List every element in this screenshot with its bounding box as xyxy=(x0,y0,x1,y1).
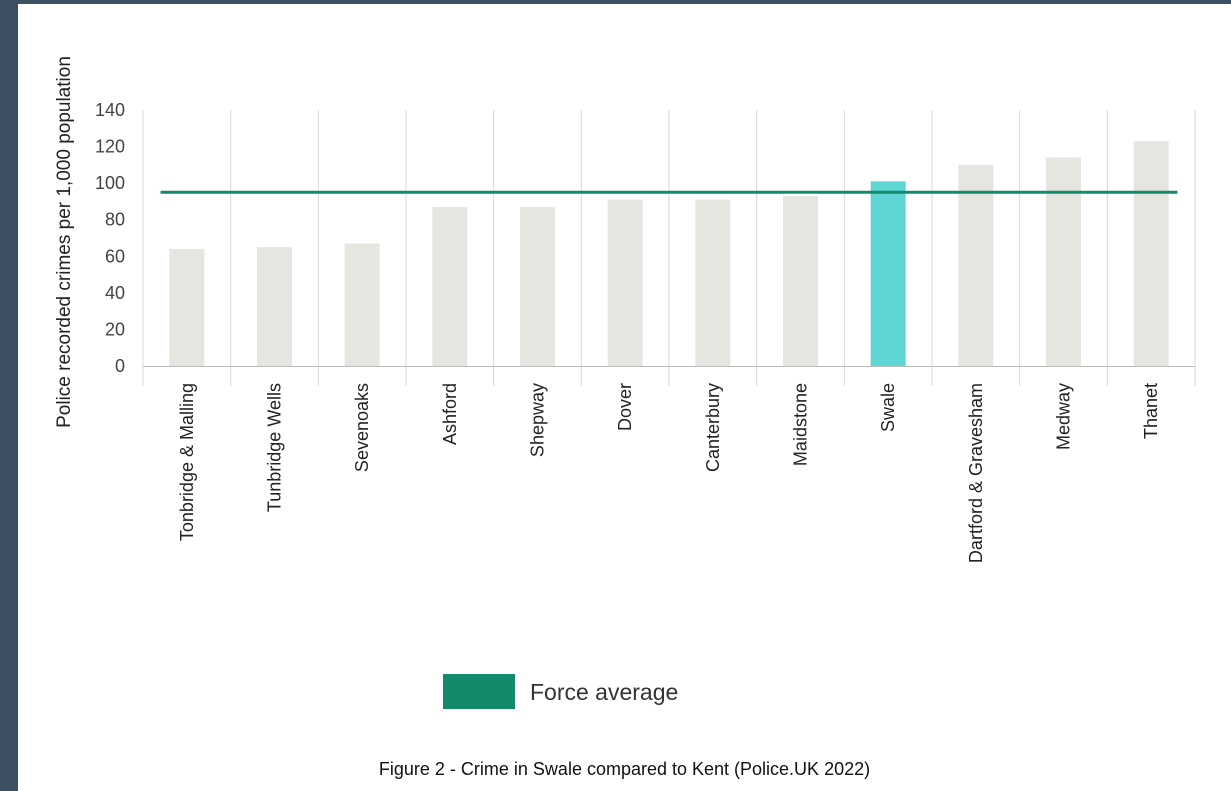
bar-shepway xyxy=(520,206,555,366)
x-tick-label-maidstone: Maidstone xyxy=(791,383,811,466)
bar-medway xyxy=(1046,157,1081,366)
labels: Tonbridge & Malling Tunbridge Wells Seveno… xyxy=(95,100,1161,563)
x-tick-label-thanet: Thanet xyxy=(1141,383,1161,439)
y-tick-label-40: 40 xyxy=(105,283,125,303)
x-tick-label-swale: Swale xyxy=(878,383,898,432)
bar-tonbridge-malling xyxy=(169,248,205,366)
x-tick-label-medway: Medway xyxy=(1054,383,1074,450)
y-tick-label-0: 0 xyxy=(115,356,125,376)
y-tick-label-120: 120 xyxy=(95,137,125,157)
x-tick-label-sevenoaks: Sevenoaks xyxy=(352,383,372,472)
y-tick-label-80: 80 xyxy=(105,210,125,230)
y-tick-label-20: 20 xyxy=(105,319,125,339)
y-tick-label-100: 100 xyxy=(95,173,125,193)
x-tick-label-ashford: Ashford xyxy=(440,383,460,445)
bar-chart: Tonbridge & Malling Tunbridge Wells Seveno… xyxy=(54,56,1196,709)
x-tick-label-shepway: Shepway xyxy=(528,383,548,457)
bar-tunbridge-wells xyxy=(257,247,292,366)
bar-maidstone xyxy=(783,195,818,366)
bar-dartford-gravesham xyxy=(958,164,994,366)
bar-canterbury xyxy=(695,199,731,366)
legend: Force average xyxy=(443,674,678,709)
bar-thanet xyxy=(1133,141,1169,366)
bar-dover xyxy=(607,199,643,366)
x-tick-label-tonbridge-malling: Tonbridge & Malling xyxy=(177,383,197,541)
gridlines xyxy=(142,110,1196,386)
bar-sevenoaks xyxy=(344,243,380,366)
x-tick-label-dartford-gravesham: Dartford & Gravesham xyxy=(966,383,986,563)
bar-ashford xyxy=(432,206,468,366)
figure-caption: Figure 2 - Crime in Swale compared to Ke… xyxy=(378,759,871,779)
legend-swatch-force-average xyxy=(443,674,515,709)
y-axis-label: Police recorded crimes per 1,000 populat… xyxy=(54,56,75,428)
legend-label-force-average: Force average xyxy=(530,679,678,705)
y-tick-label-60: 60 xyxy=(105,246,125,266)
x-tick-label-dover: Dover xyxy=(615,383,635,431)
x-tick-label-tunbridge-wells: Tunbridge Wells xyxy=(265,383,285,512)
x-tick-label-canterbury: Canterbury xyxy=(703,383,723,472)
y-tick-label-140: 140 xyxy=(95,100,125,120)
chart-frame: Tonbridge & Malling Tunbridge Wells Seveno… xyxy=(18,4,1231,791)
bar-swale xyxy=(870,181,906,366)
bars xyxy=(169,141,1169,366)
